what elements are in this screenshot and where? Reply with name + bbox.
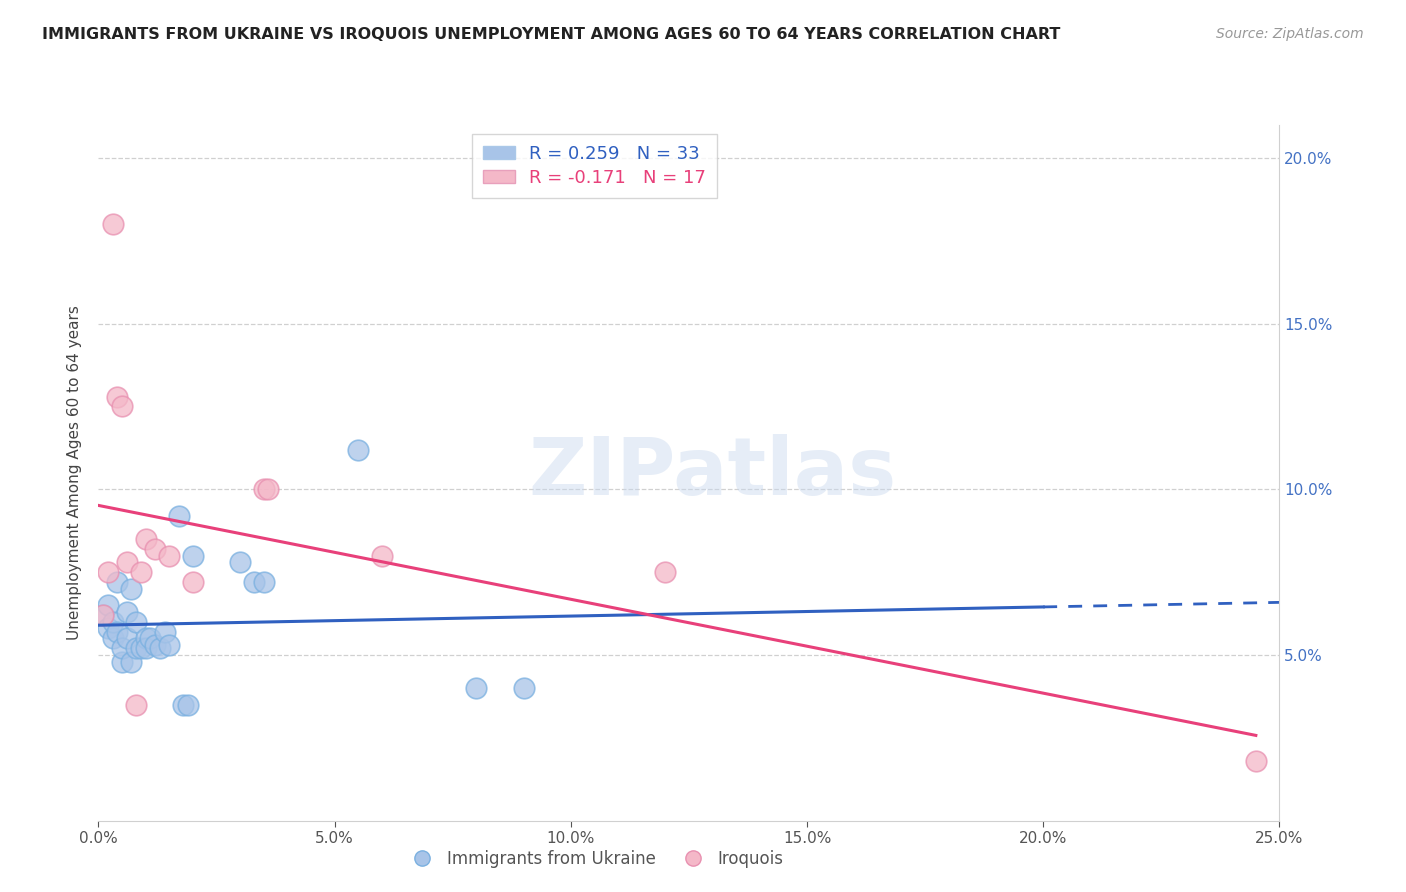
Point [512, 681, 534, 695]
Point [105, 575, 128, 590]
Y-axis label: Unemployment Among Ages 60 to 64 years: Unemployment Among Ages 60 to 64 years [67, 305, 83, 640]
Point [149, 641, 172, 656]
Text: IMMIGRANTS FROM UKRAINE VS IROQUOIS UNEMPLOYMENT AMONG AGES 60 TO 64 YEARS CORRE: IMMIGRANTS FROM UKRAINE VS IROQUOIS UNEM… [42, 27, 1060, 42]
Point [101, 217, 124, 231]
Point [129, 641, 152, 656]
Point [181, 549, 204, 563]
Point [97, 622, 120, 636]
Point [253, 575, 276, 590]
Point [167, 508, 190, 523]
Point [121, 582, 143, 596]
Point [97, 565, 120, 579]
Text: Source: ZipAtlas.com: Source: ZipAtlas.com [1216, 27, 1364, 41]
Text: ZIPatlas: ZIPatlas [529, 434, 897, 512]
Point [111, 641, 134, 656]
Point [105, 624, 128, 639]
Point [101, 615, 124, 629]
Point [135, 532, 157, 546]
Point [177, 698, 200, 712]
Point [111, 400, 134, 414]
Point [257, 483, 280, 497]
Point [465, 681, 488, 695]
Point [135, 632, 157, 646]
Point [157, 549, 180, 563]
Point [91, 608, 114, 623]
Point [172, 698, 194, 712]
Point [253, 483, 276, 497]
Point [654, 565, 676, 579]
Point [371, 549, 394, 563]
Point [121, 655, 143, 669]
Point [181, 575, 204, 590]
Point [143, 638, 166, 652]
Point [1244, 754, 1267, 768]
Point [243, 575, 266, 590]
Point [347, 442, 370, 457]
Point [125, 615, 148, 629]
Legend: Immigrants from Ukraine, Iroquois: Immigrants from Ukraine, Iroquois [399, 844, 790, 875]
Point [153, 624, 176, 639]
Point [129, 565, 152, 579]
Point [135, 641, 157, 656]
Point [97, 599, 120, 613]
Point [139, 632, 162, 646]
Point [125, 641, 148, 656]
Point [143, 541, 166, 556]
Point [91, 608, 114, 623]
Point [105, 390, 128, 404]
Point [157, 638, 180, 652]
Point [101, 632, 124, 646]
Point [229, 555, 252, 569]
Point [115, 632, 138, 646]
Point [115, 555, 138, 569]
Point [111, 655, 134, 669]
Point [125, 698, 148, 712]
Point [115, 605, 138, 619]
